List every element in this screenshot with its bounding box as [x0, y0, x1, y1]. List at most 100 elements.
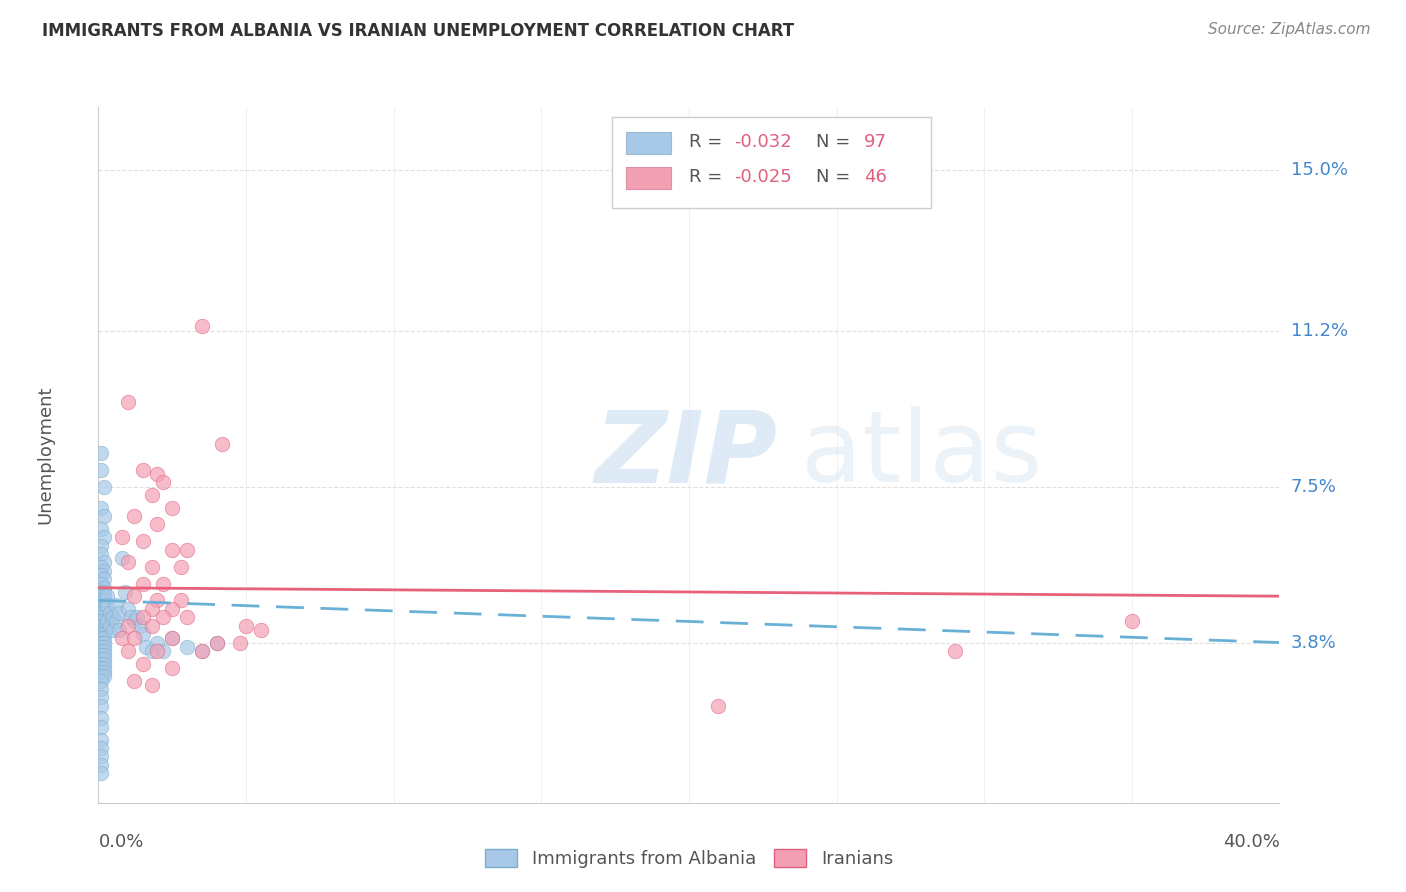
Point: [1121, 615, 1143, 629]
Point: [122, 615, 145, 629]
Point: [93, 640, 115, 654]
Point: [90, 732, 112, 747]
Text: 0.0%: 0.0%: [98, 833, 143, 851]
Point: [98, 606, 121, 620]
Point: [93, 585, 115, 599]
Legend: Immigrants from Albania, Iranians: Immigrants from Albania, Iranians: [475, 840, 903, 877]
Text: 11.2%: 11.2%: [1291, 321, 1348, 340]
Point: [122, 673, 145, 688]
Point: [90, 547, 112, 561]
Point: [90, 500, 112, 515]
Point: [93, 593, 115, 607]
Point: [132, 610, 155, 624]
Point: [103, 610, 125, 624]
Point: [90, 539, 112, 553]
Point: [90, 749, 112, 764]
Point: [90, 741, 112, 756]
Point: [90, 598, 112, 612]
Point: [90, 665, 112, 679]
Point: [90, 446, 112, 460]
Point: [93, 530, 115, 544]
Point: [93, 632, 115, 646]
Point: [93, 627, 115, 641]
Point: [132, 657, 155, 671]
Point: [90, 757, 112, 772]
Point: [125, 610, 148, 624]
Point: [93, 556, 115, 570]
Point: [132, 463, 155, 477]
Point: [152, 475, 174, 490]
Point: [146, 517, 169, 532]
Point: [943, 644, 966, 658]
Point: [93, 615, 115, 629]
Point: [90, 522, 112, 536]
Text: -0.032: -0.032: [734, 133, 792, 151]
Point: [90, 632, 112, 646]
Point: [90, 690, 112, 705]
Point: [98, 618, 121, 632]
Point: [117, 602, 139, 616]
Text: N =: N =: [817, 168, 856, 186]
Text: -0.025: -0.025: [734, 168, 792, 186]
Point: [152, 644, 174, 658]
Point: [141, 559, 163, 574]
Point: [191, 319, 214, 334]
Text: 46: 46: [863, 168, 887, 186]
Text: R =: R =: [689, 133, 728, 151]
Point: [162, 632, 183, 646]
Point: [90, 661, 112, 675]
Point: [162, 661, 183, 675]
Point: [235, 618, 257, 632]
Point: [93, 652, 115, 666]
FancyBboxPatch shape: [612, 118, 931, 208]
Point: [146, 635, 169, 649]
Point: [93, 665, 115, 679]
Text: 40.0%: 40.0%: [1223, 833, 1279, 851]
Text: ZIP: ZIP: [595, 407, 778, 503]
Point: [111, 530, 134, 544]
Point: [90, 602, 112, 616]
Point: [117, 556, 139, 570]
Point: [105, 615, 128, 629]
Point: [108, 606, 131, 620]
Point: [90, 640, 112, 654]
Point: [205, 635, 228, 649]
Text: IMMIGRANTS FROM ALBANIA VS IRANIAN UNEMPLOYMENT CORRELATION CHART: IMMIGRANTS FROM ALBANIA VS IRANIAN UNEMP…: [42, 22, 794, 40]
Point: [90, 711, 112, 725]
Text: atlas: atlas: [801, 407, 1043, 503]
Point: [132, 627, 155, 641]
Text: Unemployment: Unemployment: [37, 385, 55, 524]
Text: N =: N =: [817, 133, 856, 151]
Point: [90, 669, 112, 683]
Point: [141, 618, 163, 632]
Point: [93, 635, 115, 649]
Point: [90, 559, 112, 574]
Point: [105, 598, 128, 612]
Point: [162, 542, 183, 557]
Point: [96, 589, 118, 603]
Point: [132, 576, 155, 591]
Point: [90, 585, 112, 599]
Point: [229, 635, 252, 649]
Point: [93, 479, 115, 493]
Point: [93, 602, 115, 616]
Point: [205, 635, 228, 649]
Point: [90, 576, 112, 591]
Point: [90, 635, 112, 649]
Point: [141, 644, 163, 658]
Point: [120, 610, 142, 624]
Point: [90, 610, 112, 624]
Text: 7.5%: 7.5%: [1291, 477, 1337, 496]
FancyBboxPatch shape: [626, 132, 671, 154]
Point: [90, 652, 112, 666]
Point: [90, 698, 112, 713]
Point: [146, 467, 169, 481]
Point: [90, 618, 112, 632]
Point: [191, 644, 214, 658]
Point: [90, 463, 112, 477]
Text: R =: R =: [689, 168, 728, 186]
Point: [90, 606, 112, 620]
Point: [176, 610, 198, 624]
Point: [117, 644, 139, 658]
Point: [93, 572, 115, 586]
